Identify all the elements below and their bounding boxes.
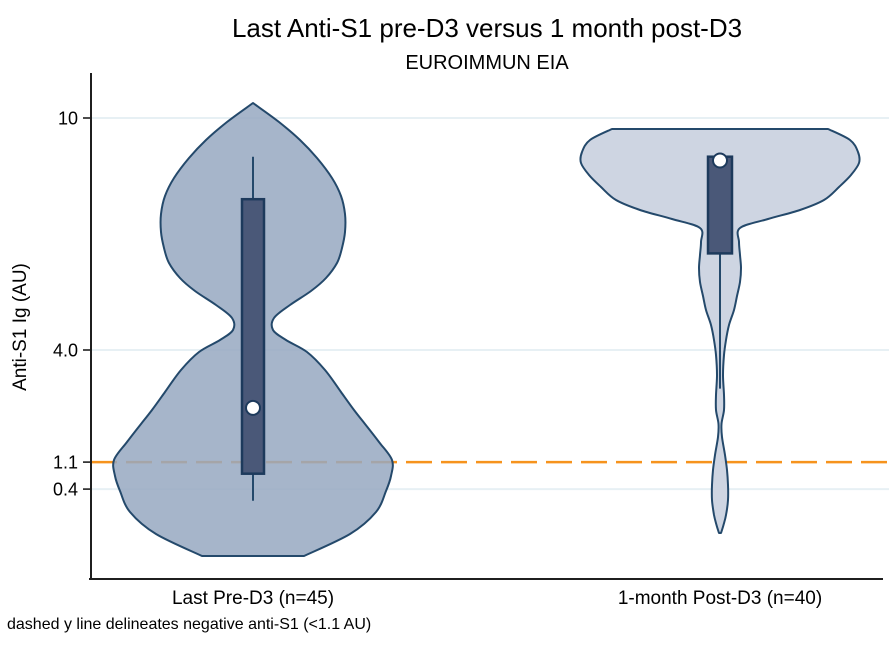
axes-layer — [83, 73, 883, 580]
median-marker-post-d3 — [712, 152, 728, 169]
iqr-box-post-d3 — [706, 155, 734, 255]
y-tick-label: 4.0 — [53, 341, 78, 361]
median-marker-pre-d3 — [245, 399, 261, 416]
iqr-box-pre-d3 — [240, 197, 266, 475]
y-tick-label: 0.4 — [53, 480, 78, 500]
violins-layer — [112, 102, 861, 557]
chart-subtitle: EUROIMMUN EIA — [405, 52, 569, 74]
y-tick-label: 10 — [58, 109, 78, 129]
chart-title: Last Anti-S1 pre-D3 versus 1 month post-… — [231, 13, 743, 43]
x-category-label-pre-d3: Last Pre-D3 (n=45) — [172, 588, 334, 609]
x-category-label-post-d3: 1-month Post-D3 (n=40) — [618, 588, 822, 609]
footnote: dashed y line delineates negative anti-S… — [7, 616, 372, 633]
y-tick-label: 1.1 — [53, 453, 78, 473]
axis-text-layer: 10 4.0 1.1 0.4 Last Pre-D3 (n=45) 1-month Pos… — [53, 109, 822, 610]
